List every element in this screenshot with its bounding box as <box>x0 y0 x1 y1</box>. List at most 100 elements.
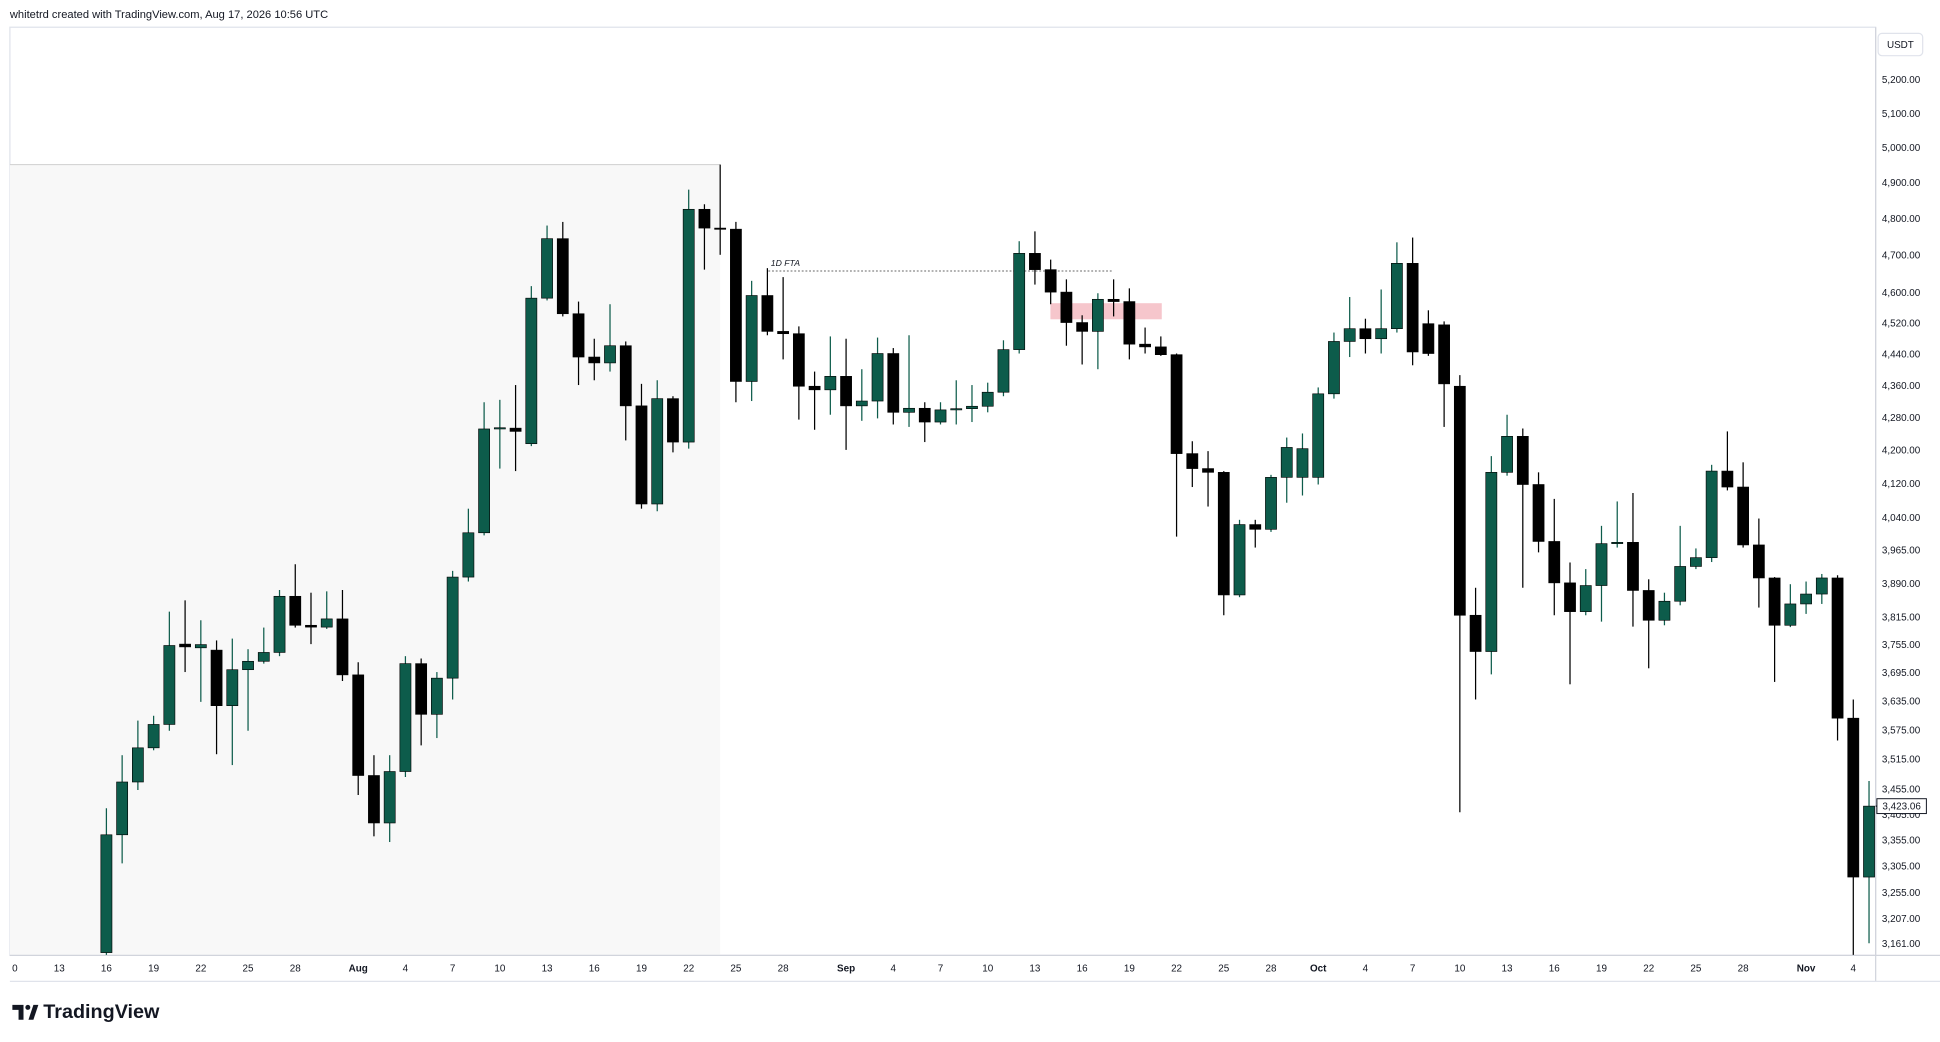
x-tick-label: 16 <box>1077 964 1088 975</box>
candle-body <box>147 724 160 749</box>
candle-body <box>714 227 727 230</box>
candle-body <box>132 747 144 783</box>
candle-body <box>777 331 790 335</box>
candle-body <box>887 353 900 413</box>
candle-body <box>903 407 915 413</box>
candle-body <box>1469 614 1482 652</box>
candle-body <box>1296 448 1309 478</box>
x-tick-label: 7 <box>938 964 943 975</box>
price-label: 3,423.06 <box>1882 801 1921 812</box>
candle-body <box>509 427 522 432</box>
x-tick-label: 4 <box>403 964 409 975</box>
candle-body <box>761 295 774 332</box>
candle-body <box>1642 590 1655 621</box>
candle-body <box>572 313 585 358</box>
candle-body <box>619 345 632 407</box>
candle-body <box>698 208 711 229</box>
candle-body <box>981 391 994 407</box>
candle-body <box>289 595 302 626</box>
candle-body <box>1674 566 1687 602</box>
y-tick-label: 4,700.00 <box>1882 251 1921 262</box>
candle-body <box>1737 486 1750 546</box>
candle-body <box>1170 354 1183 454</box>
date-range-shade <box>9 164 721 956</box>
candle-body <box>1800 593 1812 605</box>
y-tick-label: 4,900.00 <box>1882 178 1921 189</box>
candle-body <box>383 771 396 824</box>
candle-body <box>1564 582 1576 612</box>
candles <box>100 164 1875 955</box>
candle-body <box>493 427 506 430</box>
candle-body <box>273 595 286 653</box>
candle-body <box>116 781 129 836</box>
candle-body <box>431 677 443 715</box>
candle-body <box>1721 470 1734 488</box>
y-tick-label: 4,520.00 <box>1882 318 1921 329</box>
candle-body <box>1092 298 1104 332</box>
candle-body <box>336 618 349 676</box>
candle-body <box>1548 541 1561 584</box>
x-tick-label: 19 <box>1596 964 1607 975</box>
candle-body <box>462 532 475 578</box>
x-tick-label: 22 <box>195 964 206 975</box>
candle-body <box>1579 585 1592 612</box>
candle-body <box>997 349 1010 393</box>
x-tick-label: 19 <box>1124 964 1135 975</box>
x-tick-label: 13 <box>1029 964 1040 975</box>
x-tick-label: 25 <box>1690 964 1701 975</box>
y-tick-label: 4,200.00 <box>1882 446 1921 457</box>
y-tick-label: 4,600.00 <box>1882 288 1921 299</box>
y-tick-label: 3,255.00 <box>1882 888 1921 899</box>
candle-body <box>1831 577 1844 719</box>
candle-body <box>1186 453 1199 469</box>
x-tick-label: 19 <box>636 964 647 975</box>
y-tick-label: 3,695.00 <box>1882 668 1921 679</box>
candle-body <box>1107 298 1120 302</box>
candle-body <box>305 624 317 628</box>
candle-body <box>1217 472 1230 596</box>
x-tick-label: 28 <box>1738 964 1749 975</box>
x-tick-label: 16 <box>1549 964 1560 975</box>
candle-body <box>1705 470 1718 558</box>
y-tick-label: 4,440.00 <box>1882 349 1921 360</box>
candle-body <box>1595 543 1608 586</box>
y-tick-label: 3,965.00 <box>1882 546 1921 557</box>
candle-body <box>950 408 963 411</box>
candle-body <box>179 643 191 648</box>
candle-body <box>588 356 601 364</box>
y-tick-label: 3,635.00 <box>1882 696 1921 707</box>
x-tick-label: Oct <box>1310 964 1327 975</box>
candle-body <box>1406 263 1419 353</box>
x-tick-label: 7 <box>1410 964 1415 975</box>
y-tick-label: 4,360.00 <box>1882 381 1921 392</box>
y-tick-label: 3,305.00 <box>1882 862 1921 873</box>
candle-body <box>541 238 553 299</box>
currency-label[interactable]: USDT <box>1887 40 1914 51</box>
candle-body <box>242 660 254 671</box>
y-tick-label: 3,755.00 <box>1882 640 1921 651</box>
x-tick-label: 16 <box>589 964 600 975</box>
x-tick-label: 16 <box>101 964 112 975</box>
x-tick-label: 4 <box>891 964 897 975</box>
candle-body <box>1863 805 1875 878</box>
candle-body <box>1847 717 1860 878</box>
brand-logo <box>12 1004 39 1020</box>
x-tick-label: 7 <box>450 964 455 975</box>
candle-body <box>1422 323 1435 354</box>
candle-body <box>100 834 113 953</box>
candle-body <box>1280 447 1293 478</box>
candle-body <box>1139 343 1151 348</box>
candle-body <box>824 376 837 391</box>
x-tick-label: Nov <box>1797 964 1816 975</box>
candle-body <box>1123 301 1136 345</box>
candle-body <box>651 398 664 505</box>
candle-body <box>792 333 805 387</box>
y-tick-label: 3,515.00 <box>1882 755 1921 766</box>
y-tick-label: 5,100.00 <box>1882 109 1921 120</box>
candle-body <box>1202 468 1214 473</box>
candle-body <box>1312 393 1325 478</box>
y-tick-label: 3,890.00 <box>1882 579 1921 590</box>
x-tick-label: 25 <box>1218 964 1229 975</box>
currency-box[interactable] <box>1877 32 1924 57</box>
x-tick-label: 4 <box>1851 964 1857 975</box>
